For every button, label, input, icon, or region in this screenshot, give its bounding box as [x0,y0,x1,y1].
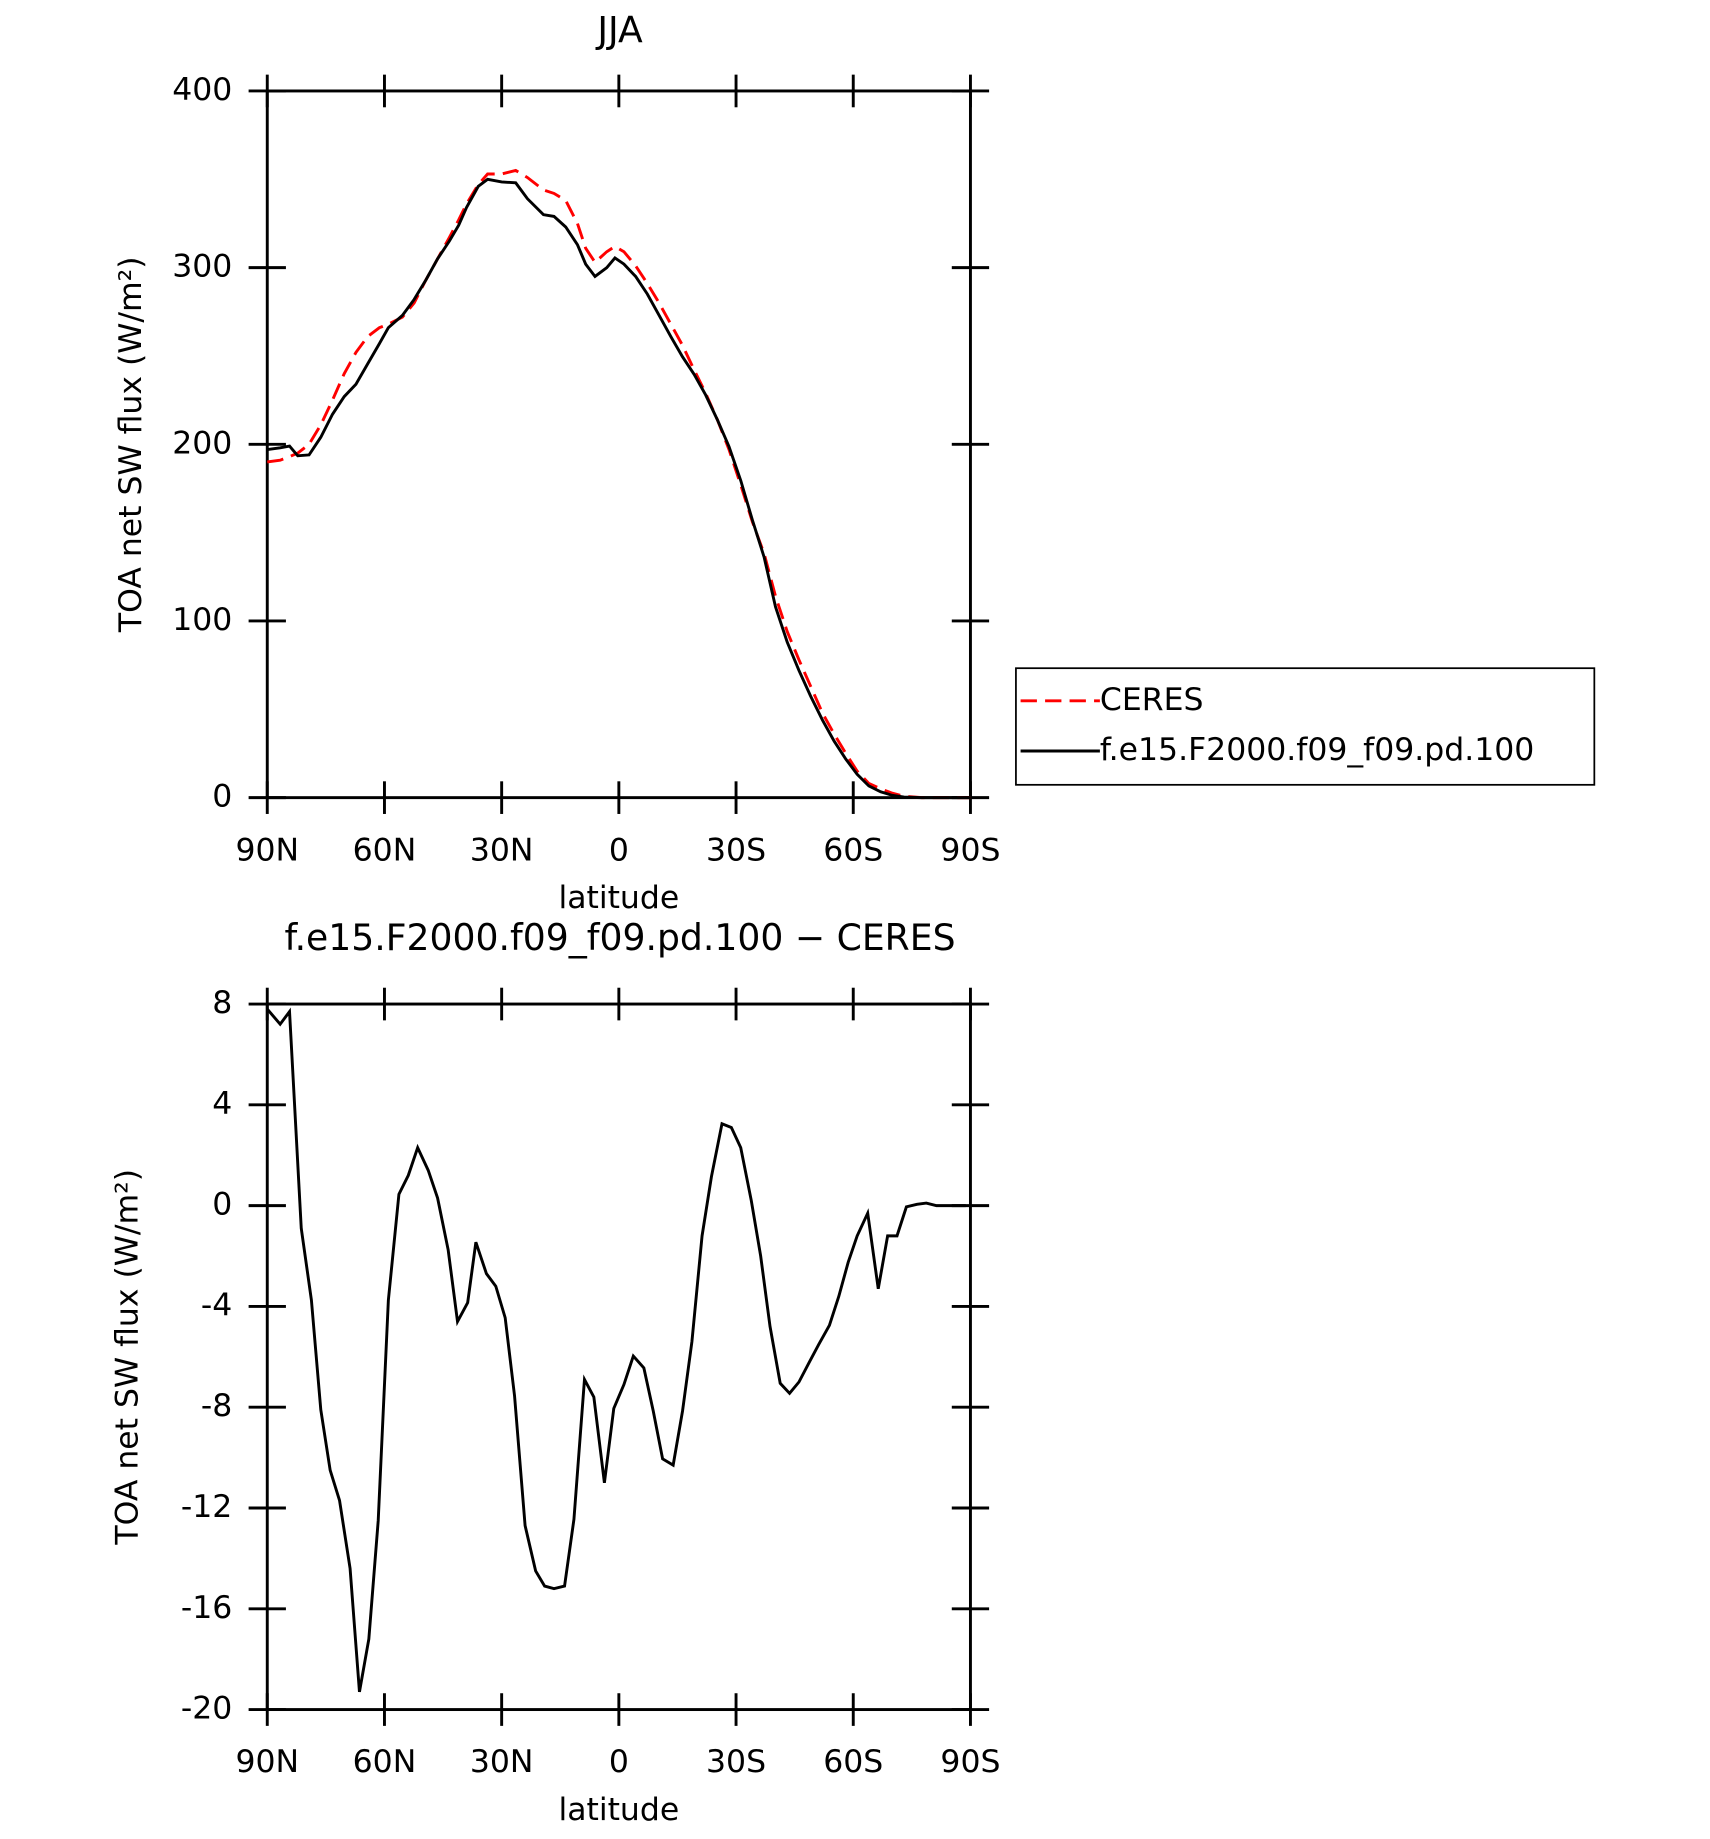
y-tick-label: 300 [172,249,232,285]
x-tick-label: 90S [940,1744,1000,1780]
x-tick-label: 0 [609,832,629,868]
plot-frame [265,89,972,800]
data-line [267,177,971,800]
x-tick-label: 30N [470,1744,534,1780]
data-line [266,1007,966,1693]
x-tick-label: 30N [470,832,534,868]
y-tick-label: 100 [172,602,232,638]
y-tick-label: -20 [181,1691,232,1727]
y-tick-label: 0 [212,779,232,815]
x-tick-label: 60N [353,1744,417,1780]
y-tick-label: 0 [212,1187,232,1223]
x-tick-label: 30S [706,832,766,868]
x-tick-label: 90N [235,832,299,868]
x-axis-label: latitude [558,880,679,916]
y-tick-label: -12 [181,1489,232,1525]
y-tick-label: 4 [212,1086,232,1122]
y-tick-label: -8 [201,1388,232,1424]
y-tick-label: 400 [172,72,232,108]
x-tick-label: 90S [940,832,1000,868]
x-tick-label: 60N [353,832,417,868]
y-axis-label: TOA net SW flux (W/m²) [109,1169,145,1546]
y-tick-label: -16 [181,1590,232,1626]
chart-title: f.e15.F2000.f09_f09.pd.100 − CERES [284,916,955,959]
x-tick-label: 90N [235,1744,299,1780]
chart-title: JJA [595,9,643,52]
x-tick-label: 60S [823,1744,883,1780]
x-axis-label: latitude [558,1792,679,1828]
y-tick-label: 200 [172,425,232,461]
y-tick-label: -4 [201,1287,232,1323]
x-tick-label: 30S [706,1744,766,1780]
legend-label: CERES [1100,682,1204,718]
legend-label: f.e15.F2000.f09_f09.pd.100 [1100,732,1534,768]
y-axis-label: TOA net SW flux (W/m²) [113,256,149,633]
x-tick-label: 60S [823,832,883,868]
data-line [267,168,971,800]
y-tick-label: 8 [212,985,232,1021]
x-tick-label: 0 [609,1744,629,1780]
legend-box [1015,667,1596,786]
